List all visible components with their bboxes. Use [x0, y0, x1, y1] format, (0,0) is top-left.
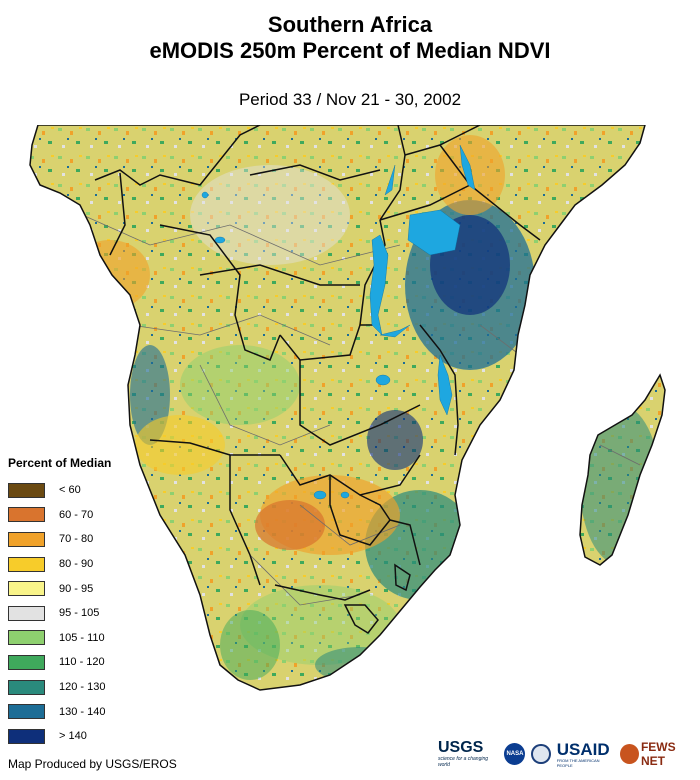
legend-swatch: [8, 630, 45, 646]
legend-swatch: [8, 531, 45, 547]
nasa-logo: NASA: [504, 743, 526, 765]
legend-label: 110 - 120: [59, 656, 105, 669]
usgs-logo-text: USGS: [438, 739, 484, 756]
national-borders: [29, 125, 666, 691]
legend-item: 70 - 80: [8, 527, 111, 552]
legend-item: 90 - 95: [8, 576, 111, 601]
ndvi-map: [29, 125, 666, 691]
legend-label: 90 - 95: [59, 582, 94, 595]
legend-title: Percent of Median: [8, 456, 112, 470]
legend-swatch: [8, 704, 45, 720]
legend-label: 60 - 70: [59, 508, 94, 521]
map-credit: Map Produced by USGS/EROS: [8, 757, 177, 771]
legend-swatch: [8, 679, 45, 695]
legend-item: 80 - 90: [8, 552, 111, 577]
map-title-line2: eMODIS 250m Percent of Median NDVI: [149, 38, 551, 63]
legend-swatch: [8, 581, 45, 597]
usaid-logo: USAID FROM THE AMERICAN PEOPLE: [557, 741, 614, 768]
agency-logos: USGS science for a changing world NASA U…: [438, 739, 700, 769]
map-legend: Percent of Median < 60 60 - 70 70 - 80 80 -…: [8, 456, 111, 749]
admin-boundaries: [59, 204, 641, 606]
legend-item: 120 - 130: [8, 675, 111, 700]
legend-label: < 60: [59, 484, 81, 497]
legend-label: 95 - 105: [59, 607, 100, 620]
fews-circle-icon: [619, 744, 639, 764]
legend-item: 105 - 110: [8, 626, 111, 651]
legend-label: 120 - 130: [59, 681, 106, 694]
legend-swatch: [8, 728, 45, 744]
legend-item: > 140: [8, 724, 111, 749]
legend-label: 130 - 140: [59, 705, 106, 718]
legend-label: 105 - 110: [59, 631, 105, 644]
legend-swatch: [8, 507, 45, 523]
usgs-logo: USGS science for a changing world: [438, 739, 498, 769]
legend-item: 130 - 140: [8, 699, 111, 724]
water-bodies: [201, 144, 476, 500]
usaid-logo-text: USAID: [556, 739, 610, 759]
legend-label: 80 - 90: [59, 558, 94, 571]
legend-label: > 140: [59, 730, 87, 743]
legend-label: 70 - 80: [59, 533, 94, 546]
legend-item: 60 - 70: [8, 503, 111, 528]
legend-swatch: [8, 482, 45, 498]
map-title-line1: Southern Africa: [267, 12, 433, 37]
legend-item: 110 - 120: [8, 650, 111, 675]
fews-net-logo: FEWS NET: [619, 740, 700, 768]
legend-item: < 60: [8, 478, 111, 503]
legend-swatch: [8, 654, 45, 670]
legend-swatch: [8, 605, 45, 621]
seal-icon: [531, 744, 551, 764]
legend-swatch: [8, 556, 45, 572]
legend-item: 95 - 105: [8, 601, 111, 626]
fews-net-logo-text: FEWS NET: [640, 740, 676, 768]
usgs-logo-tagline: science for a changing world: [438, 756, 489, 768]
map-period: Period 33 / Nov 21 - 30, 2002: [238, 90, 462, 109]
usaid-logo-tagline: FROM THE AMERICAN PEOPLE: [556, 757, 600, 768]
